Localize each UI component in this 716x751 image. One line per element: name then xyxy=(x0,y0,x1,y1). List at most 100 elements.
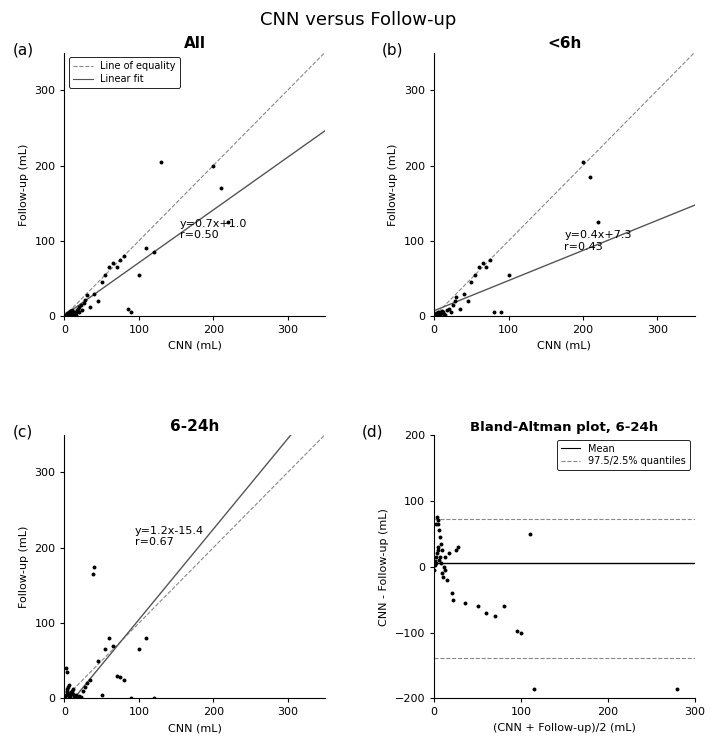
Point xyxy=(63,679,74,691)
Point xyxy=(67,307,79,319)
Point xyxy=(96,276,107,288)
Point xyxy=(115,671,126,683)
Point xyxy=(432,309,443,321)
Point xyxy=(503,269,514,281)
Point xyxy=(430,557,442,569)
Point xyxy=(431,511,442,523)
Point xyxy=(69,691,81,703)
Point xyxy=(215,182,226,195)
Point xyxy=(528,683,540,695)
Point xyxy=(435,557,447,569)
Point xyxy=(450,544,462,556)
Point xyxy=(436,567,448,579)
Point xyxy=(74,690,85,702)
Point xyxy=(431,547,442,559)
Point xyxy=(449,295,460,307)
Point xyxy=(64,309,76,321)
Title: 6-24h: 6-24h xyxy=(170,418,219,433)
Y-axis label: Follow-up (mL): Follow-up (mL) xyxy=(19,526,29,608)
Point xyxy=(524,528,536,540)
X-axis label: (CNN + Follow-up)/2 (mL): (CNN + Follow-up)/2 (mL) xyxy=(493,723,636,733)
Point xyxy=(61,666,72,678)
Point xyxy=(92,295,104,307)
Point xyxy=(428,564,440,576)
Point xyxy=(459,597,470,609)
Point xyxy=(63,690,74,702)
Point xyxy=(140,243,152,255)
Point xyxy=(107,640,119,652)
Point xyxy=(208,159,219,171)
Point xyxy=(62,685,73,697)
Point xyxy=(437,306,449,318)
Legend: Line of equality, Linear fit: Line of equality, Linear fit xyxy=(69,57,180,88)
Point xyxy=(65,306,77,318)
Point xyxy=(498,600,509,612)
Point xyxy=(447,299,458,311)
Point xyxy=(103,632,115,644)
Point xyxy=(432,541,444,553)
Point xyxy=(65,309,77,321)
Point xyxy=(71,690,82,702)
Point xyxy=(465,276,477,288)
Point xyxy=(155,155,167,167)
Text: (d): (d) xyxy=(362,424,383,439)
Title: Bland-Altman plot, 6-24h: Bland-Altman plot, 6-24h xyxy=(470,421,659,433)
Point xyxy=(133,269,145,281)
Point xyxy=(126,692,137,704)
Legend: Mean, 97.5/2.5% quantiles: Mean, 97.5/2.5% quantiles xyxy=(557,439,690,470)
Point xyxy=(432,306,444,318)
Point xyxy=(473,261,485,273)
Point xyxy=(67,306,78,318)
Point xyxy=(511,625,523,637)
Point xyxy=(432,309,444,321)
Point xyxy=(443,547,455,559)
Point xyxy=(672,683,683,695)
Point xyxy=(438,560,450,572)
Point xyxy=(122,303,133,315)
Point xyxy=(196,421,208,433)
Point xyxy=(62,307,73,319)
Point xyxy=(448,593,459,605)
Point xyxy=(430,550,442,562)
Point xyxy=(64,689,76,701)
Point xyxy=(69,306,80,318)
Point xyxy=(73,306,84,318)
Point xyxy=(592,216,604,228)
Point xyxy=(445,306,456,318)
Point xyxy=(480,607,492,619)
Point xyxy=(64,305,75,317)
Point xyxy=(100,644,111,656)
Text: CNN versus Follow-up: CNN versus Follow-up xyxy=(260,11,456,29)
Point xyxy=(61,309,72,321)
Point xyxy=(429,310,440,322)
Point xyxy=(458,288,470,300)
Point xyxy=(477,258,488,270)
Point xyxy=(72,304,83,316)
Point xyxy=(437,305,448,317)
Point xyxy=(65,686,77,698)
Point xyxy=(126,306,137,318)
Point xyxy=(111,261,122,273)
Point xyxy=(434,524,445,536)
Point xyxy=(436,307,448,319)
Point xyxy=(133,644,145,656)
Point xyxy=(433,308,445,320)
Point xyxy=(61,308,72,320)
Point xyxy=(140,632,152,644)
Point xyxy=(74,301,85,313)
Point xyxy=(430,559,441,572)
Text: (b): (b) xyxy=(382,42,404,57)
X-axis label: CNN (mL): CNN (mL) xyxy=(168,341,221,351)
Point xyxy=(67,683,78,695)
Point xyxy=(435,309,446,321)
Point xyxy=(77,304,88,316)
Text: y=0.4x+7.3
r=0.43: y=0.4x+7.3 r=0.43 xyxy=(564,230,632,252)
Y-axis label: Follow-up (mL): Follow-up (mL) xyxy=(389,143,398,225)
Point xyxy=(118,674,130,686)
Y-axis label: CNN - Follow-up (mL): CNN - Follow-up (mL) xyxy=(379,508,389,626)
Point xyxy=(435,550,446,562)
Point xyxy=(62,309,74,321)
Point xyxy=(438,308,450,320)
Title: All: All xyxy=(183,36,205,51)
Point xyxy=(435,306,447,318)
